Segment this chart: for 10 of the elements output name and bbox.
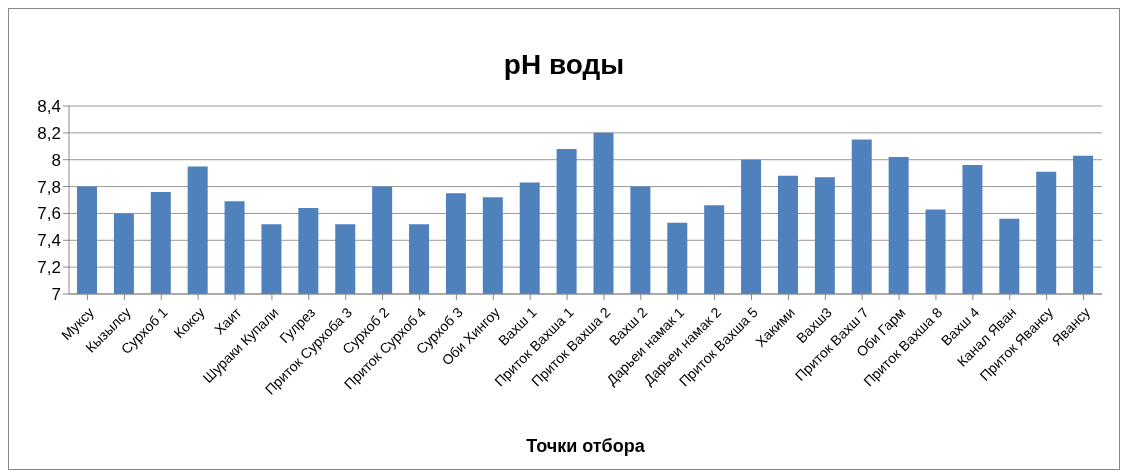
y-tick-label: 7,2 bbox=[37, 258, 61, 278]
y-tick-label: 7,6 bbox=[37, 204, 61, 224]
x-axis-title: Точки отбора bbox=[526, 436, 646, 456]
y-tick-label: 7,4 bbox=[37, 231, 61, 251]
y-tick-label: 8 bbox=[51, 150, 61, 170]
y-tick-label: 8,4 bbox=[37, 97, 61, 117]
y-tick-label: 7,8 bbox=[37, 177, 61, 197]
chart-title: pH воды bbox=[502, 49, 626, 81]
y-tick-label: 8,2 bbox=[37, 123, 61, 143]
y-tick-label: 7 bbox=[51, 285, 61, 305]
